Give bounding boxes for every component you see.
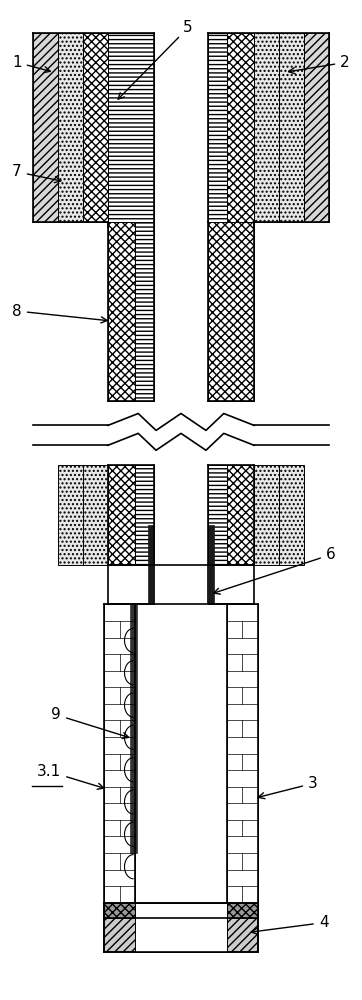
- Bar: [108, 565, 154, 604]
- Text: 6: 6: [214, 547, 336, 594]
- Bar: [227, 222, 254, 401]
- Text: 1: 1: [12, 55, 50, 73]
- Bar: [227, 33, 254, 222]
- Text: 3: 3: [258, 776, 318, 799]
- Bar: [108, 222, 154, 401]
- Bar: [83, 465, 108, 565]
- Text: 2: 2: [289, 55, 350, 74]
- Bar: [148, 525, 154, 604]
- Text: 3.1: 3.1: [37, 764, 104, 789]
- Bar: [208, 465, 227, 565]
- Bar: [227, 465, 254, 565]
- Bar: [108, 465, 154, 565]
- Bar: [58, 33, 83, 222]
- Bar: [227, 903, 258, 918]
- Bar: [254, 33, 279, 222]
- Bar: [104, 604, 135, 903]
- Bar: [227, 604, 258, 903]
- Bar: [104, 903, 135, 918]
- Text: 7: 7: [12, 164, 61, 183]
- Bar: [208, 525, 214, 604]
- Text: 8: 8: [12, 304, 107, 323]
- Bar: [208, 33, 227, 222]
- Bar: [108, 33, 154, 222]
- Bar: [279, 465, 304, 565]
- Text: 9: 9: [51, 707, 129, 738]
- Bar: [208, 565, 254, 604]
- Bar: [130, 604, 137, 853]
- Bar: [83, 33, 108, 222]
- Bar: [33, 33, 58, 222]
- Bar: [304, 33, 329, 222]
- Text: 4: 4: [251, 915, 328, 934]
- Bar: [254, 465, 279, 565]
- Bar: [279, 33, 304, 222]
- Bar: [108, 465, 135, 565]
- Bar: [104, 903, 258, 952]
- Bar: [135, 465, 154, 565]
- Bar: [208, 222, 254, 401]
- Bar: [135, 903, 227, 952]
- Text: 5: 5: [118, 20, 193, 99]
- Bar: [58, 465, 83, 565]
- Bar: [135, 222, 154, 401]
- Bar: [108, 222, 135, 401]
- Bar: [208, 222, 227, 401]
